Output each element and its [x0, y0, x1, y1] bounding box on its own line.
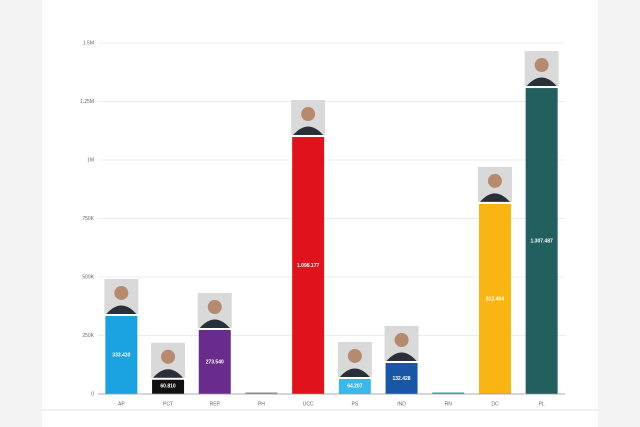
- y-tick-label: 500K: [82, 274, 94, 280]
- bar: [432, 392, 465, 394]
- photo-head: [161, 349, 176, 364]
- y-tick-label: 750K: [82, 216, 94, 222]
- x-tick-label: REP: [210, 401, 221, 407]
- y-tick-label: 250K: [82, 333, 94, 339]
- value-label: 64.207: [347, 383, 363, 389]
- bar: [478, 203, 511, 394]
- photo-body: [386, 352, 417, 362]
- photo-body: [526, 77, 557, 87]
- x-tick-label: PS: [352, 401, 359, 407]
- x-tick-label: IND: [397, 401, 406, 407]
- photo-head: [301, 107, 316, 122]
- bar: [292, 137, 325, 394]
- value-label: 1.307.487: [531, 238, 553, 244]
- x-tick-label: DC: [491, 401, 499, 407]
- bar: [245, 392, 278, 394]
- photo-body: [153, 369, 184, 378]
- y-tick-label: 1.5M: [83, 40, 94, 46]
- x-tick-label: RN: [445, 401, 453, 407]
- photo-head: [347, 348, 362, 363]
- bar: [198, 329, 231, 394]
- value-label: 132.428: [393, 376, 411, 382]
- y-tick-label: 0: [91, 391, 94, 397]
- photo-head: [394, 333, 409, 348]
- x-tick-label: AP: [118, 401, 125, 407]
- value-label: 273.540: [206, 359, 224, 365]
- photo-head: [114, 285, 129, 300]
- photo-head: [207, 299, 222, 314]
- value-label-box: [153, 381, 184, 391]
- y-tick-label: 1M: [87, 157, 94, 163]
- x-tick-label: PL: [539, 401, 545, 407]
- photo-body: [199, 319, 230, 328]
- photo-head: [487, 173, 502, 188]
- value-label: 333.430: [112, 352, 130, 358]
- y-tick-label: 1.25M: [80, 99, 94, 105]
- x-tick-label: UCC: [303, 401, 314, 407]
- photo-body: [479, 193, 510, 202]
- photo-body: [339, 368, 370, 377]
- photo-body: [106, 305, 137, 314]
- x-tick-label: PH: [258, 401, 265, 407]
- value-label: 812.404: [486, 296, 504, 302]
- photo-body: [293, 126, 324, 136]
- bar: [525, 88, 558, 395]
- value-label: 60.810: [160, 383, 176, 389]
- x-tick-label: PCT: [163, 401, 173, 407]
- value-label-box: [339, 381, 370, 391]
- bar: [385, 363, 418, 394]
- bar: [105, 315, 138, 394]
- value-label: 1.098.177: [297, 263, 319, 269]
- photo-head: [534, 58, 549, 73]
